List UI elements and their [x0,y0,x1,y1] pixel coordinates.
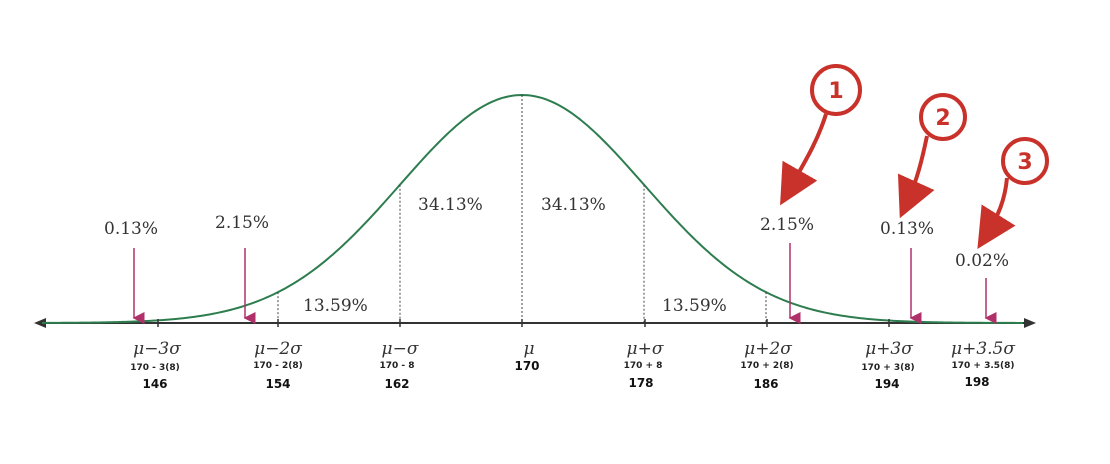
tick-symbol-mu: μ [523,339,534,359]
tick-symbol-plus3: μ+3σ [865,339,913,359]
arrow-label-left-tail: 0.13% [104,219,158,239]
axis-ticks [157,319,890,327]
badge-2: 2 [919,93,967,141]
tick-formula-plus2: 170 + 2(8) [740,361,793,371]
arrow-label-right-2sd: 2.15% [760,215,814,235]
bell-curve [41,93,1023,324]
tick-formula-plus3-5: 170 + 3.5(8) [951,361,1014,371]
tick-value-146: 146 [142,377,167,391]
tick-value-162: 162 [384,377,409,391]
tick-symbol-plus3-5: μ+3.5σ [951,339,1015,359]
badge-2-number: 2 [935,106,950,131]
tick-value-154: 154 [265,377,290,391]
sigma-dotted-lines [277,95,767,323]
arrow-label-right-3-5sd: 0.02% [955,251,1009,271]
tick-value-186: 186 [753,377,778,391]
arrow-label-right-3sd: 0.13% [880,219,934,239]
badge-3: 3 [1001,137,1049,185]
region-label-plus1-plus2: 13.59% [662,296,727,316]
tick-value-194: 194 [874,377,899,391]
tick-value-170: 170 [514,359,539,373]
tick-formula-minus3: 170 - 3(8) [130,363,180,373]
badge-1-number: 1 [828,79,843,104]
badge-1: 1 [810,64,862,116]
tick-value-198: 198 [964,375,989,389]
region-label-mu-plus1: 34.13% [541,195,606,215]
tick-symbol-minus3: μ−3σ [133,339,181,359]
x-axis-left-arrowhead [34,318,46,328]
red-arrow-2 [897,135,935,219]
x-axis-right-arrowhead [1024,318,1036,328]
tick-value-178: 178 [628,376,653,390]
badge-3-number: 3 [1017,150,1032,175]
tick-symbol-minus1: μ−σ [382,339,419,359]
tick-symbol-plus1: μ+σ [627,339,664,359]
region-label-minus2-minus1: 13.59% [303,296,368,316]
red-arrow-1 [780,113,828,206]
red-arrow-3 [977,177,1016,249]
arrow-label-left-2sd: 2.15% [215,213,269,233]
region-label-minus1-mu: 34.13% [418,195,483,215]
tick-formula-plus1: 170 + 8 [624,361,663,371]
tick-symbol-minus2: μ−2σ [254,339,302,359]
tick-formula-minus2: 170 - 2(8) [253,361,303,371]
tick-formula-minus1: 170 - 8 [379,361,414,371]
tick-formula-plus3: 170 + 3(8) [861,363,914,373]
tick-symbol-plus2: μ+2σ [744,339,792,359]
